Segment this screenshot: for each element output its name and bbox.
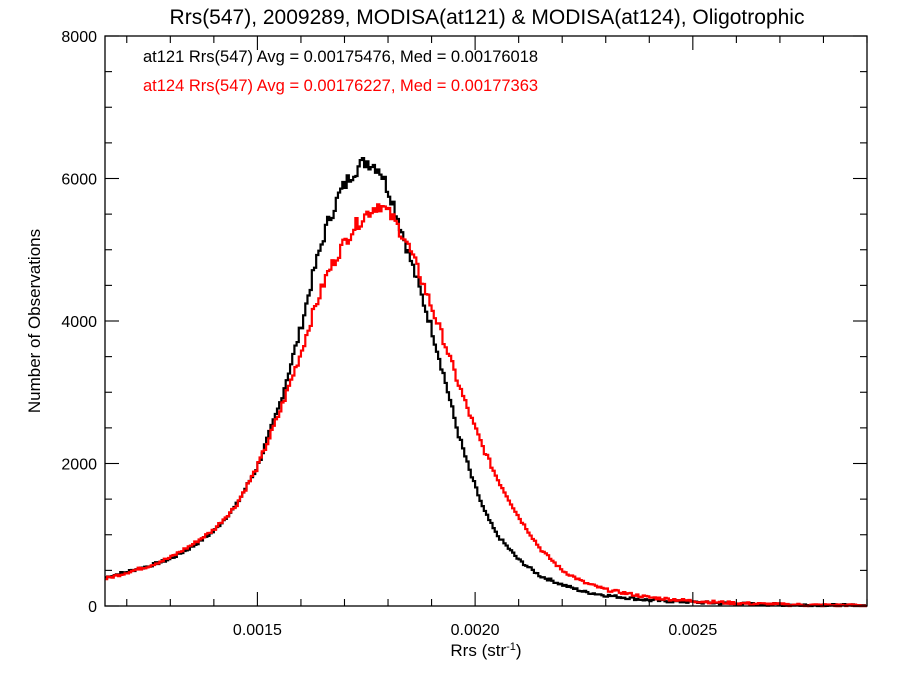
x-axis-label-superscript: -1 (506, 641, 516, 653)
tick-layer: 0.0015 0.0020 0.0025 0 2000 4000 6000 8000 (61, 29, 868, 639)
y-tick-label-0: 0 (88, 599, 97, 616)
legend-entry-at121: at121 Rrs(547) Avg = 0.00175476, Med = 0… (143, 48, 538, 66)
y-tick-label-2: 4000 (61, 314, 97, 331)
y-tick-label-1: 2000 (61, 457, 97, 474)
y-axis-label: Number of Observations (25, 229, 44, 413)
chart-title: Rrs(547), 2009289, MODISA(at121) & MODIS… (170, 6, 805, 29)
y-tick-label-4: 8000 (61, 29, 97, 46)
plot-frame (104, 35, 868, 607)
series-line-2 (105, 203, 867, 608)
x-axis-label-close: ) (516, 641, 522, 660)
legend-entry-at124: at124 Rrs(547) Avg = 0.00176227, Med = 0… (143, 77, 538, 95)
series-line-1 (105, 156, 867, 608)
x-tick-label-1: 0.0020 (451, 622, 500, 639)
series-layer (105, 156, 867, 608)
x-axis-label: Rrs (str-1) (450, 641, 521, 660)
x-tick-label-0: 0.0015 (233, 622, 282, 639)
y-tick-label-3: 6000 (61, 172, 97, 189)
x-tick-label-2: 0.0025 (668, 622, 717, 639)
x-axis-label-main: Rrs (str (450, 641, 506, 660)
